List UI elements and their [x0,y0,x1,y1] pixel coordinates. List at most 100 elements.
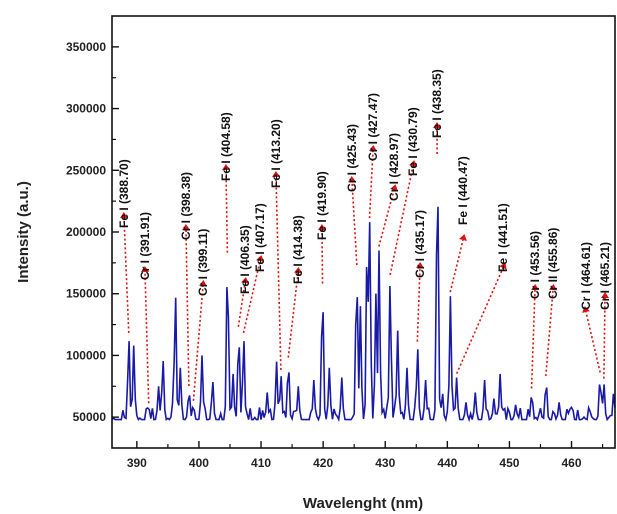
annotation-label: Fe I (440.47) [456,156,470,225]
annotation-arrow-head [409,160,417,167]
peak-annotation: Cr I (465.21) [598,242,612,379]
annotation-arrow-head [459,234,467,241]
annotation-arrow-head [369,145,377,152]
peak-annotation: Fe I (440.47) [449,156,470,293]
x-tick-label: 440 [437,456,457,470]
annotation-arrow-line [287,272,299,358]
peak-annotation: Fe I (438.35) [430,69,444,154]
peak-annotation: Fe I (441.51) [455,203,510,374]
annotation-arrow-head [141,266,149,273]
annotation-label: Fe I (413.20) [269,119,283,188]
peak-annotation: Cr I (435.17) [413,210,427,342]
annotation-arrow-line [123,217,130,333]
annotation-label: Cr I (399.11) [196,229,210,296]
annotation-label: Fe I (406.35) [238,225,252,294]
x-tick-label: 430 [375,456,395,470]
x-tick-label: 400 [189,456,209,470]
peak-annotation: Cr I (464.61) [579,242,601,373]
annotation-label: Cr I (464.61) [579,242,593,310]
annotation-arrow-head [272,171,280,178]
annotation-arrow-line [351,181,358,266]
annotation-label: Fe I (438.35) [430,69,444,138]
annotation-arrow-line [237,282,246,327]
annotation-arrow-head [433,122,441,129]
annotation-label: Cr I (435.17) [413,210,427,278]
annotation-arrow-line [530,289,536,389]
annotation-arrow-head [256,255,264,262]
annotation-label: Cr I (425.43) [345,124,359,192]
annotation-label: Cr I (428.97) [387,133,401,201]
y-tick-label: 150000 [66,287,106,301]
x-tick-label: 460 [562,456,582,470]
annotation-label: Fe I (407.17) [253,203,267,272]
plot-area [111,206,616,423]
peak-annotation: Cr II (455.86) [545,228,560,377]
annotation-label: Cr I (465.21) [598,242,612,310]
y-tick-label: 300000 [66,102,106,116]
annotation-arrow-head [318,224,326,231]
annotation-arrow-head [416,262,424,269]
annotation-arrow-head [120,212,128,219]
peak-annotation: Fe I (406.35) [237,225,252,327]
spectrum-line [111,206,616,423]
axes: 390 400 410 420 430 440 450 460 50000 100000 15000… [66,40,604,470]
peak-annotation: Cr I (425.43) [345,124,359,266]
annotation-label: Cr I (427.47) [366,93,380,161]
y-tick-label: 50000 [73,410,107,424]
annotation-arrow-line [225,169,229,253]
x-tick-label: 390 [127,456,147,470]
annotation-arrow-line [275,176,282,370]
annotation-arrow-line [603,297,606,379]
annotations: Fe I (388.70)Cr I (391.91)Cr I (398.38)C… [117,69,612,404]
peak-annotation: Cr I (427.47) [366,93,380,219]
peak-annotation: Cr I (453.56) [528,231,542,389]
peak-annotation: Fe I (404.58) [219,112,233,253]
x-tick-label: 410 [251,456,271,470]
x-tick-label: 450 [499,456,519,470]
annotation-label: Fe I (430.79) [406,107,420,176]
annotation-arrow-head [499,262,507,270]
annotation-arrow-line [545,289,554,377]
annotation-arrow-head [348,176,356,183]
annotation-arrow-line [321,229,324,284]
annotation-arrow-line [144,271,150,404]
annotation-arrow-line [378,189,395,247]
peak-annotation: Fe I (413.20) [269,119,283,370]
peak-annotation: Fe I (407.17) [242,203,267,334]
y-axis-title: Intensity (a.u.) [15,181,32,283]
x-tick-label: 420 [313,456,333,470]
annotation-arrow-line [185,229,190,387]
peak-annotation: Fe I (414.38) [287,215,305,358]
peak-annotation: Fe I (419.90) [315,171,329,284]
annotation-arrow-line [449,239,464,293]
annotation-label: Fe I (388.70) [117,159,131,228]
x-axis-title: Wavelenght (nm) [303,495,423,512]
annotation-label: Cr I (391.91) [138,212,152,280]
annotation-arrow-head [241,277,249,284]
annotation-arrow-line [585,311,601,373]
annotation-label: Fe I (414.38) [291,215,305,284]
peak-annotation: Fe I (388.70) [117,159,131,333]
annotation-label: Cr II (455.86) [546,228,560,299]
annotation-arrow-head [222,164,230,171]
annotation-arrow-head [582,306,590,313]
peak-annotation: Cr I (398.38) [179,172,193,387]
annotation-label: Cr I (398.38) [179,172,193,240]
peak-annotation: Cr I (399.11) [192,229,210,401]
annotation-arrow-line [192,285,204,401]
annotation-arrow-line [455,267,504,374]
annotation-arrow-head [182,224,190,231]
annotation-arrow-head [531,284,539,291]
annotation-arrow-head [199,280,207,287]
peak-annotation: Fe I (430.79) [389,107,420,276]
annotation-arrow-head [601,292,609,299]
annotation-arrow-head [390,184,398,192]
annotation-arrow-line [389,165,414,276]
annotation-label: Cr I (453.56) [528,231,542,299]
annotation-label: Fe I (441.51) [496,203,510,272]
annotation-arrow-line [242,260,261,334]
y-tick-label: 200000 [66,225,106,239]
annotation-arrow-head [549,284,557,291]
annotation-label: Fe I (419.90) [315,171,329,240]
